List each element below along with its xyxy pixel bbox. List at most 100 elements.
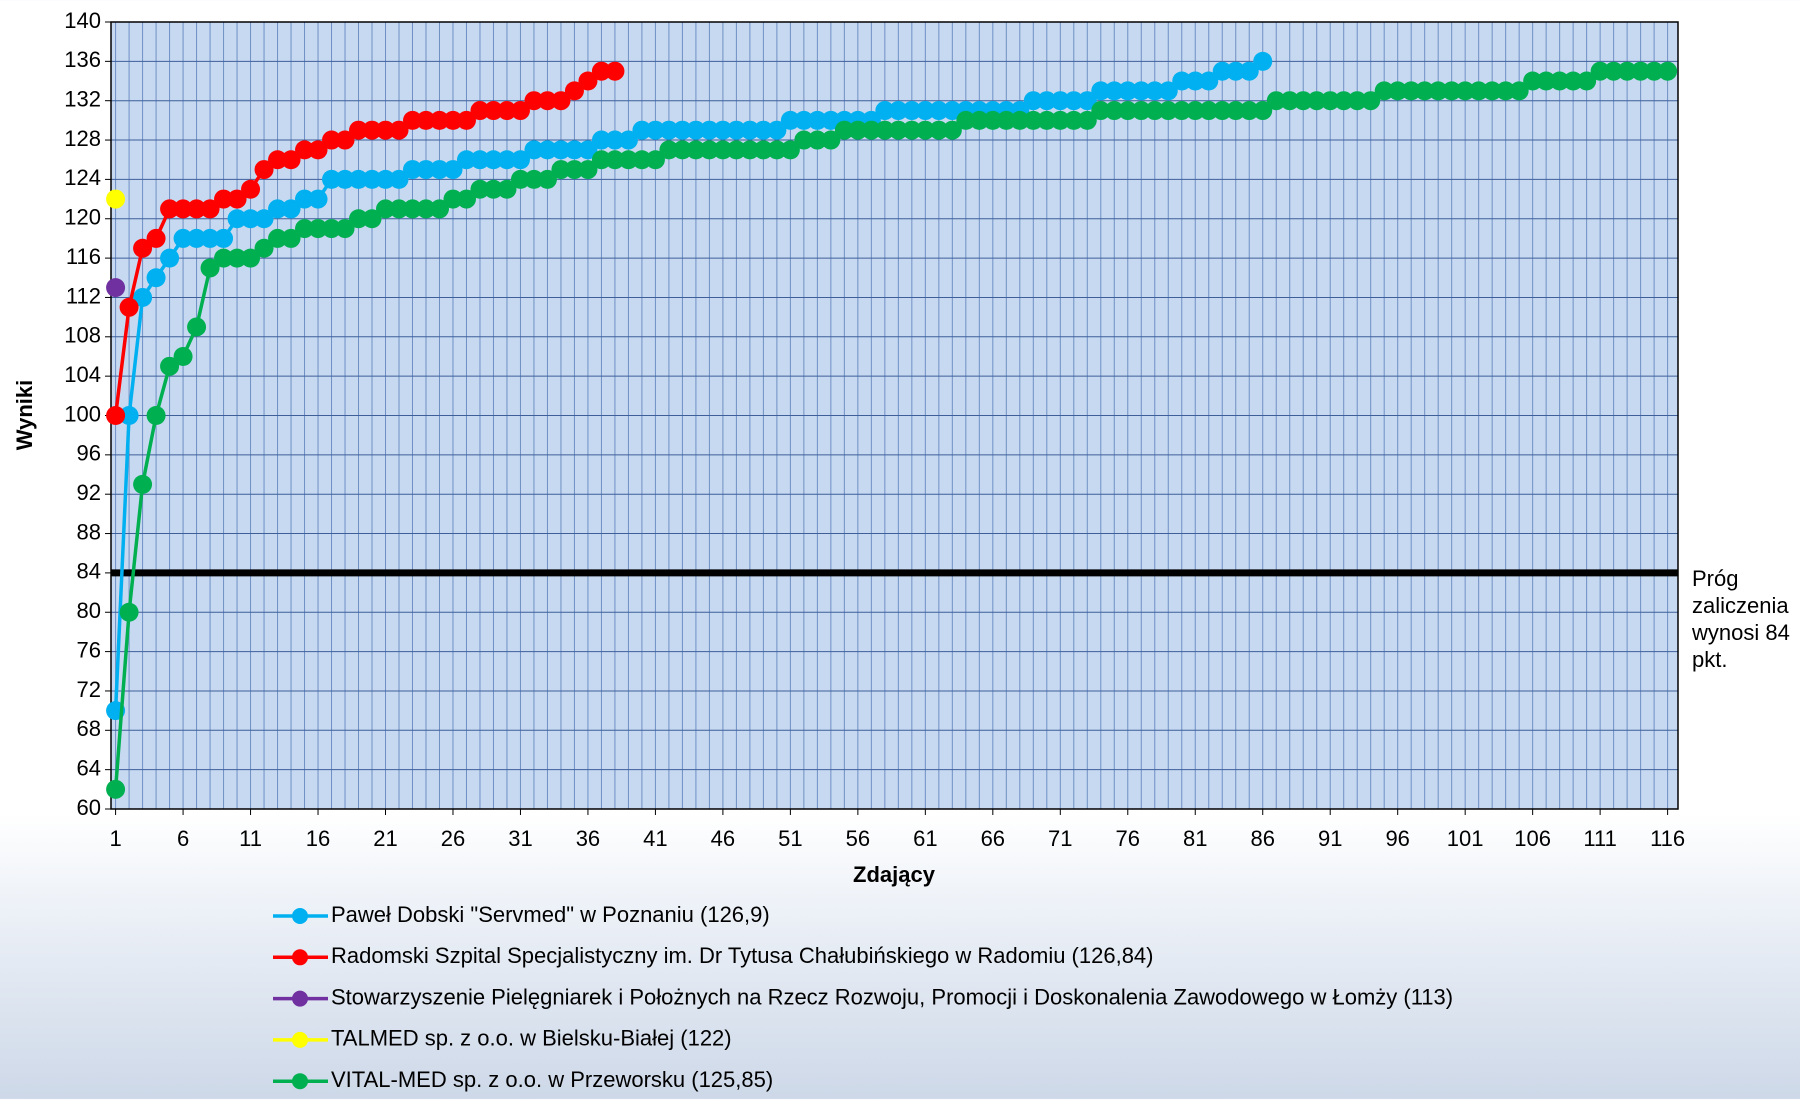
series-marker bbox=[632, 150, 652, 170]
series-marker bbox=[1536, 71, 1556, 91]
series-marker bbox=[335, 219, 355, 239]
series-marker bbox=[254, 238, 274, 258]
series-marker bbox=[1010, 110, 1030, 130]
series-marker bbox=[160, 356, 180, 376]
series-marker bbox=[699, 140, 719, 160]
series-marker bbox=[510, 101, 530, 121]
series-marker bbox=[106, 779, 126, 799]
series-marker bbox=[416, 110, 436, 130]
series-marker bbox=[1145, 101, 1165, 121]
series-marker bbox=[1280, 91, 1300, 111]
x-tick-label: 6 bbox=[177, 826, 189, 851]
series-marker bbox=[942, 120, 962, 140]
series-marker bbox=[362, 209, 382, 229]
series-marker bbox=[1658, 61, 1678, 81]
series-marker bbox=[241, 179, 261, 199]
series-marker bbox=[1145, 81, 1165, 101]
series-marker bbox=[740, 120, 760, 140]
series-marker bbox=[1199, 71, 1219, 91]
series-marker bbox=[1185, 71, 1205, 91]
series-marker bbox=[160, 248, 180, 268]
series-marker bbox=[443, 189, 463, 209]
y-tick-label: 104 bbox=[64, 362, 101, 387]
series-marker bbox=[106, 406, 126, 425]
series-marker bbox=[308, 140, 328, 160]
y-tick-label: 72 bbox=[77, 677, 101, 702]
series-marker bbox=[551, 160, 571, 180]
series-marker bbox=[133, 287, 153, 307]
series-marker bbox=[1442, 81, 1462, 101]
series-marker bbox=[888, 120, 908, 140]
series-marker bbox=[268, 150, 288, 170]
series-marker bbox=[1523, 71, 1543, 91]
y-tick-label: 92 bbox=[77, 480, 101, 505]
series-marker bbox=[632, 120, 652, 140]
series-marker bbox=[470, 150, 490, 170]
series-marker bbox=[1118, 81, 1138, 101]
series-marker bbox=[645, 150, 665, 170]
y-tick-label: 108 bbox=[64, 323, 101, 348]
series-marker bbox=[362, 169, 382, 189]
y-tick-label: 100 bbox=[64, 401, 101, 426]
series-marker bbox=[578, 140, 598, 160]
series-marker bbox=[106, 189, 126, 209]
series-marker bbox=[618, 130, 638, 150]
series-marker bbox=[402, 160, 422, 180]
series-marker bbox=[281, 150, 301, 170]
series-marker bbox=[429, 199, 449, 219]
series-marker bbox=[1131, 101, 1151, 121]
series-marker bbox=[200, 258, 220, 278]
series-marker bbox=[902, 101, 922, 121]
series-marker bbox=[524, 140, 544, 160]
series-marker bbox=[456, 150, 476, 170]
series-marker bbox=[605, 61, 625, 81]
series-marker bbox=[1455, 81, 1475, 101]
series-marker bbox=[214, 248, 234, 268]
series-marker bbox=[254, 209, 274, 229]
x-tick-label: 51 bbox=[778, 826, 802, 851]
series-marker bbox=[875, 101, 895, 121]
series-marker bbox=[173, 228, 193, 248]
series-marker bbox=[1496, 81, 1516, 101]
series-marker bbox=[349, 209, 369, 229]
legend-label: Stowarzyszenie Pielęgniarek i Położnych … bbox=[331, 984, 1453, 1009]
x-tick-label: 26 bbox=[441, 826, 465, 851]
series-marker bbox=[335, 130, 355, 150]
series-marker bbox=[956, 110, 976, 130]
x-tick-label: 56 bbox=[846, 826, 870, 851]
series-marker bbox=[106, 278, 126, 298]
series-marker bbox=[1428, 81, 1448, 101]
x-tick-label: 96 bbox=[1385, 826, 1409, 851]
y-tick-label: 76 bbox=[77, 637, 101, 662]
series-marker bbox=[1415, 81, 1435, 101]
series-marker bbox=[295, 219, 315, 239]
legend-label: VITAL-MED sp. z o.o. w Przeworsku (125,8… bbox=[331, 1067, 773, 1092]
series-marker bbox=[551, 91, 571, 111]
series-marker bbox=[308, 189, 328, 209]
series-marker bbox=[996, 110, 1016, 130]
series-marker bbox=[1253, 51, 1273, 71]
series-marker bbox=[1469, 81, 1489, 101]
series-marker bbox=[335, 169, 355, 189]
series-marker bbox=[1037, 91, 1057, 111]
series-marker bbox=[349, 169, 369, 189]
legend-label: TALMED sp. z o.o. w Bielsku-Białej (122) bbox=[331, 1026, 732, 1051]
series-marker bbox=[443, 160, 463, 180]
x-tick-label: 111 bbox=[1583, 826, 1616, 851]
series-marker bbox=[902, 120, 922, 140]
series-marker bbox=[483, 101, 503, 121]
series-marker bbox=[726, 140, 746, 160]
series-marker bbox=[402, 199, 422, 219]
threshold-label: Próg bbox=[1692, 566, 1738, 591]
threshold-label: pkt. bbox=[1692, 647, 1727, 672]
series-marker bbox=[591, 150, 611, 170]
series-marker bbox=[686, 120, 706, 140]
series-marker bbox=[1334, 91, 1354, 111]
series-marker bbox=[281, 228, 301, 248]
series-marker bbox=[821, 110, 841, 130]
y-tick-label: 120 bbox=[64, 205, 101, 230]
series-marker bbox=[767, 120, 787, 140]
series-marker bbox=[416, 160, 436, 180]
legend-marker bbox=[292, 908, 308, 924]
